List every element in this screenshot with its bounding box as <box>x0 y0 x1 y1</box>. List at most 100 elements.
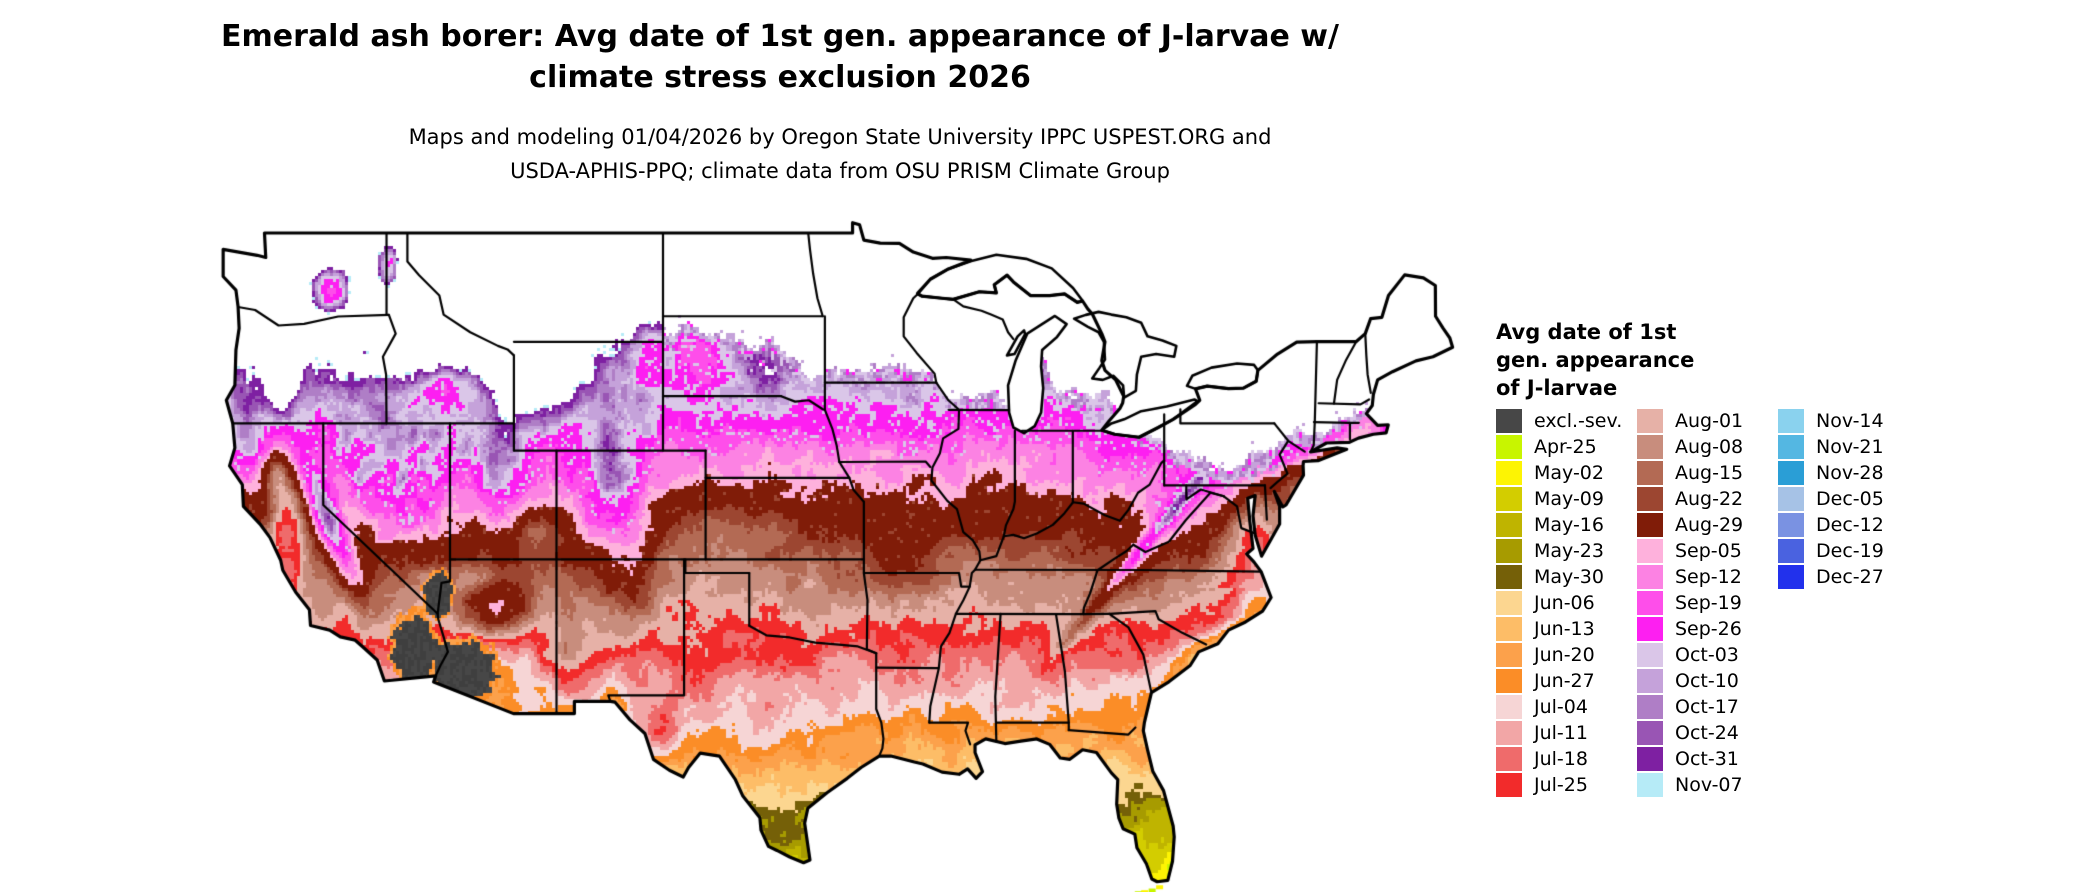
legend-item: Oct-31 <box>1637 746 1743 772</box>
legend-item: Jul-11 <box>1496 720 1622 746</box>
legend-swatch <box>1637 487 1663 511</box>
legend-swatch <box>1496 565 1522 589</box>
legend-item: Aug-22 <box>1637 486 1743 512</box>
legend-label: Nov-07 <box>1675 774 1743 796</box>
legend-swatch <box>1637 409 1663 433</box>
legend-label: Dec-12 <box>1816 514 1884 536</box>
legend-swatch <box>1496 747 1522 771</box>
legend-item: Jun-27 <box>1496 668 1622 694</box>
legend-swatch <box>1637 435 1663 459</box>
legend-swatch <box>1496 773 1522 797</box>
legend-label: Sep-12 <box>1675 566 1742 588</box>
legend-item: Sep-26 <box>1637 616 1743 642</box>
page-subtitle: Maps and modeling 01/04/2026 by Oregon S… <box>0 120 1680 188</box>
legend-label: Jun-13 <box>1534 618 1595 640</box>
legend-item: Nov-07 <box>1637 772 1743 798</box>
legend-item: Jun-13 <box>1496 616 1622 642</box>
legend-swatch <box>1496 695 1522 719</box>
legend-title-line: gen. appearance <box>1496 348 1695 372</box>
legend-swatch <box>1637 565 1663 589</box>
legend-swatch <box>1637 513 1663 537</box>
legend-item: Oct-10 <box>1637 668 1743 694</box>
legend-label: Nov-21 <box>1816 436 1884 458</box>
legend-swatch <box>1637 461 1663 485</box>
map-legend: Avg date of 1st gen. appearance of J-larva… <box>1496 318 2096 797</box>
legend-item: May-16 <box>1496 512 1622 538</box>
subtitle-line-2: USDA-APHIS-PPQ; climate data from OSU PR… <box>510 159 1170 183</box>
legend-swatch <box>1778 487 1804 511</box>
legend-item: Nov-28 <box>1778 460 1884 486</box>
legend-label: Oct-31 <box>1675 748 1739 770</box>
legend-item: Nov-21 <box>1778 434 1884 460</box>
legend-label: Jul-11 <box>1534 722 1588 744</box>
title-line-2: climate stress exclusion 2026 <box>529 60 1031 95</box>
legend-item: May-30 <box>1496 564 1622 590</box>
legend-label: May-23 <box>1534 540 1604 562</box>
legend-swatch <box>1778 461 1804 485</box>
legend-label: Jun-20 <box>1534 644 1595 666</box>
legend-label: Oct-03 <box>1675 644 1739 666</box>
legend-item: Dec-19 <box>1778 538 1884 564</box>
legend-swatch <box>1496 487 1522 511</box>
legend-column: Aug-01 Aug-08 Aug-15 Aug-22 Aug-29 Sep-05 Sep-… <box>1637 408 1743 798</box>
legend-item: May-23 <box>1496 538 1622 564</box>
legend-label: Aug-08 <box>1675 436 1744 458</box>
legend-item: Jul-18 <box>1496 746 1622 772</box>
legend-column: excl.-sev. Apr-25 May-02 May-09 May-16 May-23… <box>1496 408 1622 798</box>
legend-item: Oct-17 <box>1637 694 1743 720</box>
legend-swatch <box>1637 773 1663 797</box>
legend-label: Nov-14 <box>1816 410 1884 432</box>
legend-item: Dec-12 <box>1778 512 1884 538</box>
legend-item: Aug-01 <box>1637 408 1743 434</box>
legend-item: Dec-27 <box>1778 564 1884 590</box>
legend-label: Jul-18 <box>1534 748 1588 770</box>
legend-swatch <box>1637 539 1663 563</box>
legend-swatch <box>1496 461 1522 485</box>
legend-label: Sep-26 <box>1675 618 1742 640</box>
legend-swatch <box>1496 643 1522 667</box>
legend-label: May-16 <box>1534 514 1604 536</box>
legend-swatch <box>1496 513 1522 537</box>
legend-swatch <box>1496 409 1522 433</box>
legend-label: Nov-28 <box>1816 462 1884 484</box>
legend-label: Dec-05 <box>1816 488 1884 510</box>
legend-item: Jun-20 <box>1496 642 1622 668</box>
legend-swatch <box>1496 435 1522 459</box>
legend-label: Oct-17 <box>1675 696 1739 718</box>
legend-label: excl.-sev. <box>1534 410 1623 432</box>
legend-swatch <box>1637 695 1663 719</box>
legend-label: May-30 <box>1534 566 1604 588</box>
legend-item: Sep-12 <box>1637 564 1743 590</box>
legend-item: Oct-03 <box>1637 642 1743 668</box>
legend-swatch <box>1496 539 1522 563</box>
legend-label: Jun-27 <box>1534 670 1595 692</box>
legend-label: Sep-05 <box>1675 540 1742 562</box>
legend-item: Aug-29 <box>1637 512 1743 538</box>
legend-swatch <box>1637 721 1663 745</box>
legend-item: Apr-25 <box>1496 434 1622 460</box>
legend-item: Jul-04 <box>1496 694 1622 720</box>
legend-title: Avg date of 1st gen. appearance of J-larva… <box>1496 318 2096 402</box>
legend-label: Apr-25 <box>1534 436 1597 458</box>
legend-swatch <box>1496 617 1522 641</box>
legend-swatch <box>1778 565 1804 589</box>
legend-swatch <box>1778 539 1804 563</box>
legend-swatch <box>1496 721 1522 745</box>
legend-label: Oct-24 <box>1675 722 1739 744</box>
legend-label: Aug-22 <box>1675 488 1744 510</box>
legend-label: Dec-27 <box>1816 566 1884 588</box>
legend-swatch <box>1637 643 1663 667</box>
legend-item: excl.-sev. <box>1496 408 1622 434</box>
legend-item: Oct-24 <box>1637 720 1743 746</box>
legend-label: May-09 <box>1534 488 1604 510</box>
legend-swatch <box>1778 409 1804 433</box>
legend-swatch <box>1778 513 1804 537</box>
legend-swatch <box>1496 591 1522 615</box>
legend-item: May-02 <box>1496 460 1622 486</box>
legend-item: Nov-14 <box>1778 408 1884 434</box>
legend-item: Aug-08 <box>1637 434 1743 460</box>
legend-item: Dec-05 <box>1778 486 1884 512</box>
legend-item: Jul-25 <box>1496 772 1622 798</box>
